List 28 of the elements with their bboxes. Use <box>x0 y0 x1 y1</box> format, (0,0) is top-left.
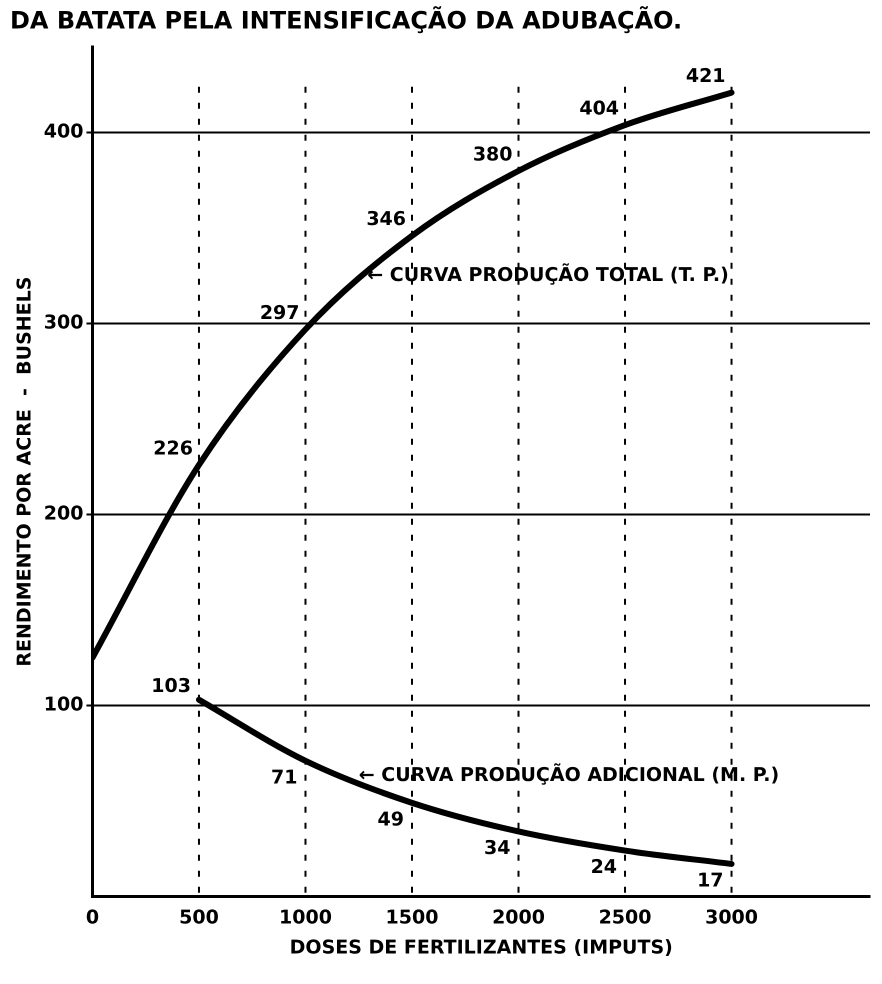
data-label: 49 <box>378 808 404 830</box>
data-label: 404 <box>579 98 620 120</box>
x-tick-label: 500 <box>179 906 219 929</box>
y-tick-label: 100 <box>44 693 84 716</box>
annotation: ← CURVA PRODUÇÃO TOTAL (T. P.) <box>367 262 729 286</box>
x-tick-label: 3000 <box>705 906 758 929</box>
chart-title: DA BATATA PELA INTENSIFICAÇÃO DA ADUBAÇÃO. <box>10 6 682 35</box>
data-label: 34 <box>484 836 511 859</box>
x-tick-label: 0 <box>86 906 100 929</box>
x-tick-label: 2500 <box>598 906 652 929</box>
y-tick-label: 300 <box>44 312 84 334</box>
data-label: 297 <box>260 302 300 324</box>
data-label: 346 <box>366 208 406 230</box>
data-label: 421 <box>686 65 726 88</box>
annotation: ← CURVA PRODUÇÃO ADICIONAL (M. P.) <box>358 763 780 786</box>
data-label: 24 <box>590 856 618 878</box>
data-label: 380 <box>472 143 513 166</box>
data-label: 71 <box>271 766 298 788</box>
y-tick-label: 400 <box>44 120 84 143</box>
x-axis-title: DOSES DE FERTILIZANTES (IMPUTS) <box>290 936 673 959</box>
y-tick-label: 200 <box>44 502 84 524</box>
data-label: 226 <box>153 437 193 460</box>
data-label: 17 <box>697 869 724 892</box>
x-tick-label: 1500 <box>386 906 438 929</box>
y-axis-title: RENDIMENTO POR ACRE - BUSHELS <box>13 276 36 667</box>
x-tick-label: 1000 <box>279 906 332 929</box>
data-label: 103 <box>151 675 191 698</box>
x-tick-label: 2000 <box>492 906 545 929</box>
